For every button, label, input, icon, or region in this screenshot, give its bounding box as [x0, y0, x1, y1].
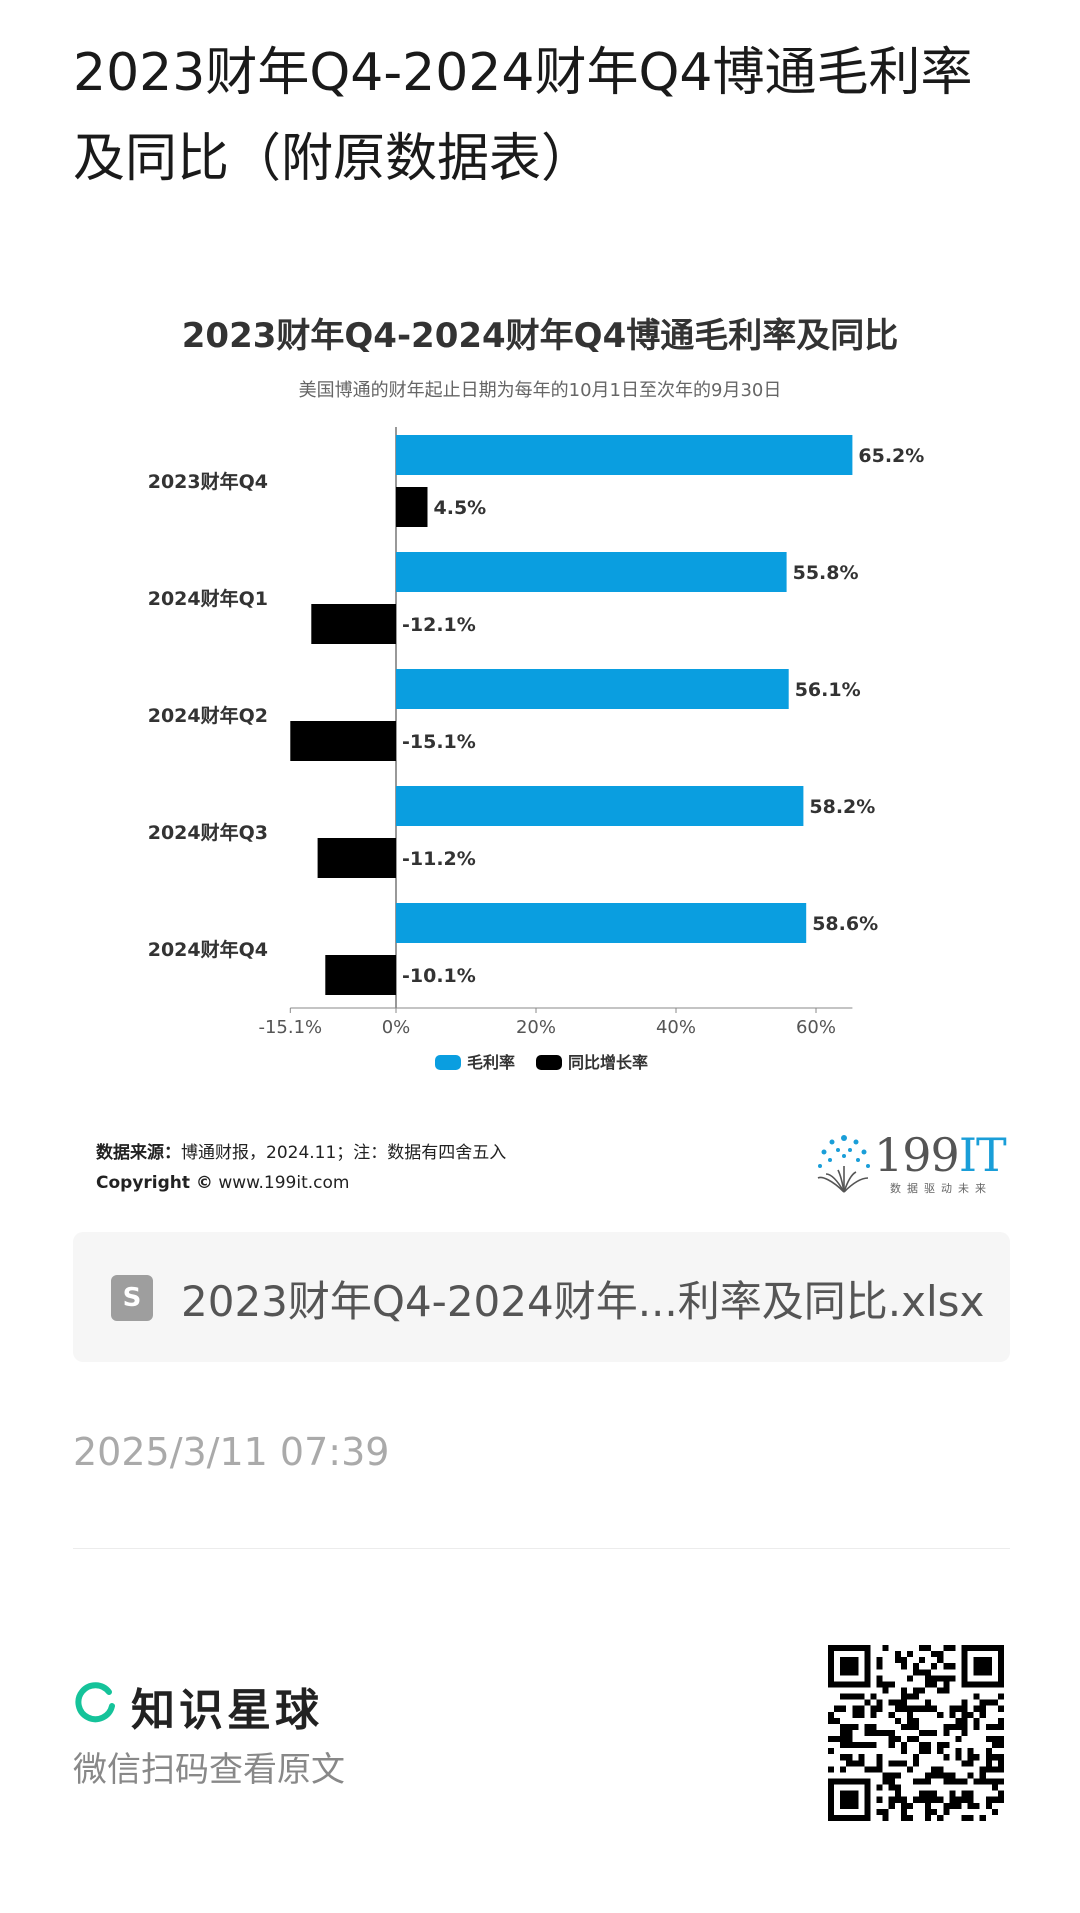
bar-yoy-growth	[325, 955, 396, 995]
scan-hint: 微信扫码查看原文	[73, 1750, 345, 1790]
logo-main: 199	[874, 1128, 960, 1182]
data-label: 55.8%	[793, 562, 859, 584]
data-label: -10.1%	[402, 965, 476, 987]
bar-gross-margin	[396, 552, 787, 592]
data-label: -12.1%	[402, 614, 476, 636]
zsxq-logo-icon	[75, 1682, 115, 1723]
bar-gross-margin	[396, 903, 807, 943]
bar-gross-margin	[396, 669, 789, 709]
x-tick-label: 0%	[382, 1017, 411, 1038]
data-label: -15.1%	[402, 731, 476, 753]
bar-yoy-growth	[396, 487, 428, 527]
199it-logo: 199IT 数据驱动未来	[812, 1128, 1007, 1198]
bar-chart: 2023财年Q4 65.2% 4.5% 2024财年Q1 55.8% -12.1% 2024…	[148, 427, 924, 1072]
source-text: 博通财报，2024.11；注：数据有四舍五入	[181, 1143, 507, 1163]
category-label: 2024财年Q1	[148, 587, 268, 610]
bar-gross-margin	[396, 435, 853, 475]
copyright-label: Copyright ©	[96, 1173, 213, 1193]
legend-label: 同比增长率	[568, 1053, 648, 1072]
bar-gross-margin	[396, 786, 804, 826]
category-label: 2024财年Q2	[148, 704, 268, 727]
source-note: 数据来源：博通财报，2024.11；注：数据有四舍五入 Copyright © …	[96, 1138, 506, 1198]
data-label: 4.5%	[434, 497, 487, 519]
x-tick-label: -15.1%	[258, 1017, 322, 1038]
data-label: 65.2%	[858, 445, 924, 467]
attachment-card[interactable]: S 2023财年Q4-2024财年...利率及同比.xlsx	[73, 1232, 1010, 1362]
chart-subtitle: 美国博通的财年起止日期为每年的10月1日至次年的9月30日	[298, 380, 782, 401]
category-label: 2024财年Q4	[148, 938, 268, 961]
x-tick-label: 60%	[796, 1017, 836, 1038]
category-label: 2023财年Q4	[148, 470, 268, 493]
qr-code[interactable]	[828, 1645, 1004, 1821]
x-tick-label: 40%	[656, 1017, 696, 1038]
chart-image[interactable]: 2023财年Q4-2024财年Q4博通毛利率及同比 美国博通的财年起止日期为每年…	[73, 290, 1007, 1220]
data-label: -11.2%	[402, 848, 476, 870]
copyright-site: www.199it.com	[218, 1173, 350, 1193]
data-label: 58.2%	[809, 796, 875, 818]
logo-tagline: 数据驱动未来	[890, 1182, 992, 1195]
legend-label: 毛利率	[467, 1053, 515, 1072]
logo-accent: IT	[958, 1128, 1007, 1182]
brand-name: 知识星球	[131, 1685, 323, 1736]
chart-title: 2023财年Q4-2024财年Q4博通毛利率及同比	[181, 316, 899, 356]
data-label: 58.6%	[812, 913, 878, 935]
bar-yoy-growth	[290, 721, 396, 761]
divider	[73, 1548, 1010, 1549]
x-tick-label: 20%	[516, 1017, 556, 1038]
post-title: 2023财年Q4-2024财年Q4博通毛利率及同比（附原数据表）	[73, 43, 973, 189]
bar-yoy-growth	[317, 838, 396, 878]
attachment-filename[interactable]: 2023财年Q4-2024财年...利率及同比.xlsx	[181, 1277, 985, 1326]
source-label: 数据来源：	[96, 1143, 181, 1163]
data-label: 56.1%	[795, 679, 861, 701]
category-label: 2024财年Q3	[148, 821, 268, 844]
legend-swatch	[536, 1055, 562, 1070]
bar-yoy-growth	[311, 604, 396, 644]
legend-swatch	[435, 1055, 461, 1070]
post-timestamp: 2025/3/11 07:39	[73, 1430, 390, 1474]
dandelion-icon	[817, 1135, 870, 1193]
spreadsheet-file-icon: S	[111, 1275, 153, 1321]
